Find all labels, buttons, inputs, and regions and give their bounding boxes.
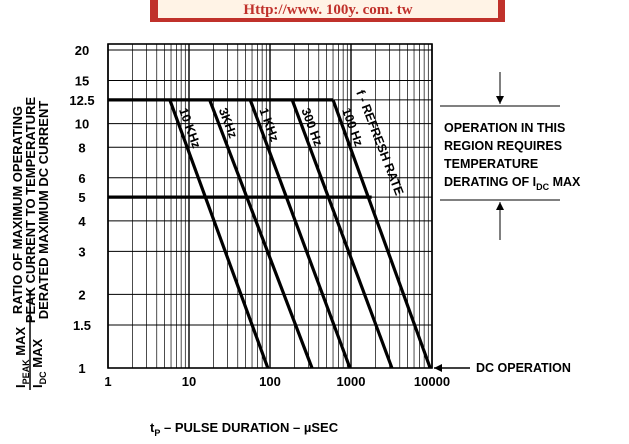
y-label-line: RATIO OF MAXIMUM OPERATING — [10, 106, 25, 314]
num-after: MAX — [13, 327, 28, 360]
x-tick-label: 1 — [104, 374, 111, 389]
y-tick-label: 3 — [78, 244, 85, 259]
ratio-numerator: IPEAK MAX — [13, 327, 31, 388]
series-line — [290, 99, 394, 369]
y-tick-label: 1.5 — [73, 318, 91, 333]
y-label-line: DERATED MAXIMUM DC CURRENT — [36, 101, 51, 320]
annotation: OPERATION IN THIS REGION REQUIRES TEMPER… — [440, 72, 581, 240]
series-line — [248, 99, 352, 369]
series-line — [208, 99, 314, 369]
x-tick-label: 10000 — [414, 374, 450, 389]
y-tick-label: 15 — [75, 74, 89, 89]
ann-arrowhead — [496, 96, 504, 104]
den-after: MAX — [30, 339, 45, 372]
dc-arrowhead — [434, 364, 442, 372]
x-tick-label: 10 — [182, 374, 196, 389]
header-url: Http://www. 100y. com. tw — [243, 2, 412, 18]
ratio-denominator: IDC MAX — [30, 339, 48, 388]
annotation-line: OPERATION IN THIS — [444, 121, 565, 135]
y-tick-label: 2 — [78, 287, 85, 302]
header-box — [158, 0, 498, 18]
y-tick-label: 12.5 — [69, 93, 94, 108]
y-tick-label: 20 — [75, 43, 89, 58]
x-label-rest: – PULSE DURATION – µSEC — [160, 420, 338, 435]
y-tick-label: 4 — [78, 214, 86, 229]
ann-arrowhead — [496, 202, 504, 210]
num-i: I — [13, 384, 28, 388]
y-tick-label: 1 — [78, 361, 85, 376]
series-line — [168, 99, 270, 369]
annotation-line: DERATING OF IDC MAX — [444, 175, 581, 192]
y-ratio-label: IPEAK MAX IDC MAX — [13, 290, 48, 390]
ann-after: MAX — [549, 175, 581, 189]
x-label-sub: P — [154, 428, 160, 438]
plot-area — [107, 43, 433, 369]
x-tick-label: 100 — [259, 374, 281, 389]
y-tick-label: 10 — [75, 117, 89, 132]
annotation-line: REGION REQUIRES — [444, 139, 562, 153]
ann-sub: DC — [536, 182, 549, 192]
x-label-t: t — [150, 420, 155, 435]
y-tick-label: 5 — [78, 190, 85, 205]
den-sub: DC — [38, 371, 48, 384]
y-axis-label: RATIO OF MAXIMUM OPERATING PEAK CURRENT … — [10, 97, 51, 324]
num-sub: PEAK — [21, 359, 31, 385]
annotation-line: TEMPERATURE — [444, 157, 538, 171]
plot-frame — [107, 43, 433, 369]
series-line — [331, 99, 432, 369]
y-tick-label: 8 — [78, 140, 85, 155]
y-tick-label: 6 — [78, 171, 85, 186]
x-tick-label: 1000 — [337, 374, 366, 389]
ann-text: DERATING OF I — [444, 175, 536, 189]
dc-operation-label: DC OPERATION — [476, 361, 571, 375]
den-i: I — [30, 384, 45, 388]
x-axis-label: tP – PULSE DURATION – µSEC — [150, 420, 339, 438]
y-label-line: PEAK CURRENT TO TEMPERATURE — [23, 97, 38, 324]
